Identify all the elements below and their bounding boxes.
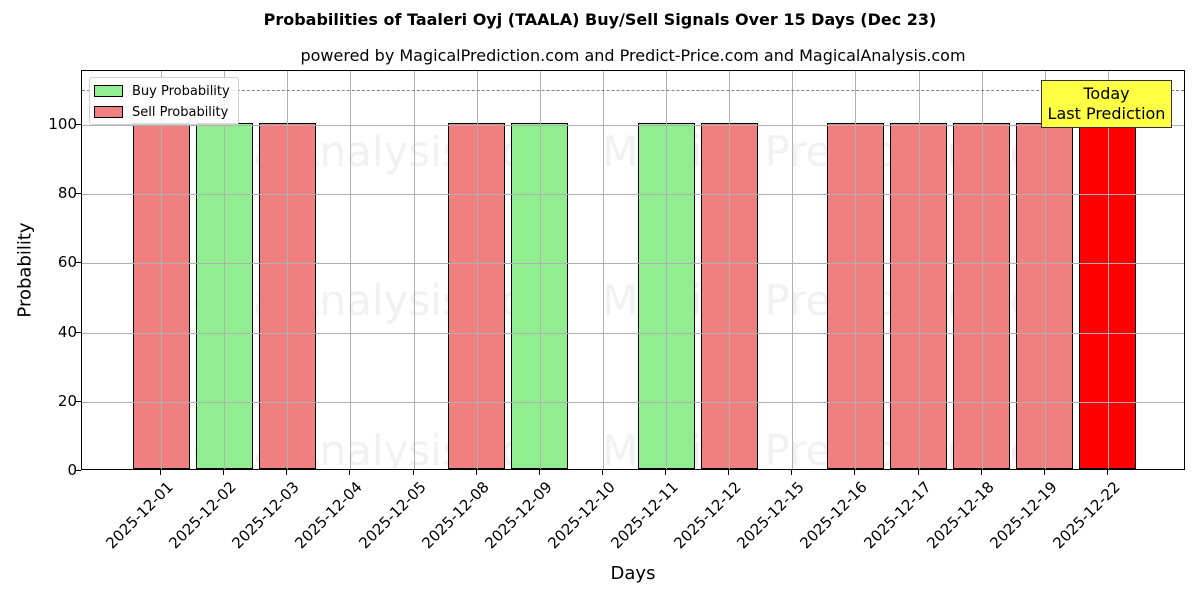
grid-line-vertical	[981, 71, 983, 469]
grid-line-horizontal	[82, 263, 1184, 265]
legend-item-sell: Sell Probability	[94, 104, 228, 120]
x-tick-mark	[538, 470, 540, 475]
x-tick-mark	[917, 470, 919, 475]
x-axis-label: Days	[610, 563, 656, 584]
x-tick-label: 2025-12-09	[481, 478, 556, 553]
grid-line-vertical	[287, 71, 289, 469]
grid-line-horizontal	[82, 194, 1184, 196]
x-tick-label: 2025-12-11	[607, 478, 682, 553]
y-tick-label: 80	[57, 184, 77, 203]
x-tick-label: 2025-12-04	[291, 478, 367, 553]
grid-line-vertical	[224, 71, 226, 469]
grid-line-vertical	[476, 71, 478, 469]
x-tick-label: 2025-12-19	[986, 478, 1061, 553]
x-tick-mark	[728, 470, 730, 475]
y-tick-label: 60	[57, 253, 77, 272]
grid-line-horizontal	[82, 401, 1184, 403]
legend: Buy Probability Sell Probability	[89, 77, 239, 125]
grid-line-vertical	[602, 71, 604, 469]
y-axis-label: Probability	[14, 222, 36, 318]
x-tick-mark	[665, 470, 667, 475]
x-tick-mark	[160, 470, 161, 475]
legend-item-buy: Buy Probability	[94, 83, 230, 99]
x-tick-label: 2025-12-15	[733, 478, 809, 553]
chart-title: Probabilities of Taaleri Oyj (TAALA) Buy…	[263, 10, 937, 29]
x-tick-label: 2025-12-02	[165, 478, 240, 553]
legend-label-sell: Sell Probability	[132, 104, 229, 120]
y-tick-mark	[76, 123, 81, 125]
legend-label-buy: Buy Probability	[132, 83, 230, 99]
x-tick-label: 2025-12-16	[796, 478, 872, 553]
y-tick-mark	[76, 193, 81, 195]
grid-line-vertical	[666, 71, 668, 469]
plot-area: MagicalAnalysis.com Magica Prediction.co…	[81, 70, 1185, 470]
threshold-line	[82, 90, 1184, 92]
grid-line-vertical	[413, 71, 415, 469]
grid-line-horizontal	[82, 332, 1184, 334]
x-tick-mark	[1106, 470, 1108, 475]
x-tick-mark	[854, 470, 856, 475]
x-tick-mark	[349, 470, 351, 475]
grid-line-horizontal	[82, 124, 1184, 126]
y-tick-label: 20	[57, 391, 77, 410]
x-tick-mark	[475, 470, 477, 475]
legend-swatch-sell	[94, 106, 123, 118]
grid-line-vertical	[539, 71, 541, 469]
grid-line-vertical	[350, 71, 352, 469]
x-tick-label: 2025-12-10	[544, 478, 619, 553]
x-tick-label: 2025-12-18	[923, 478, 998, 553]
grid-line-vertical	[855, 71, 857, 469]
x-tick-mark	[1043, 470, 1045, 475]
x-tick-mark	[223, 470, 225, 475]
x-tick-mark	[286, 470, 288, 475]
grid-line-vertical	[918, 71, 920, 469]
legend-swatch-buy	[94, 85, 123, 97]
today-annotation: Today Last Prediction	[1041, 80, 1172, 128]
x-tick-label: 2025-12-01	[102, 478, 177, 553]
x-tick-mark	[980, 470, 982, 475]
x-tick-label: 2025-12-22	[1049, 478, 1124, 553]
grid-line-vertical	[1107, 71, 1109, 469]
x-tick-mark	[412, 470, 414, 475]
y-tick-label: 40	[57, 322, 77, 341]
x-tick-mark	[601, 470, 603, 475]
y-tick-mark	[76, 262, 81, 264]
x-tick-label: 2025-12-12	[670, 478, 745, 553]
y-tick-mark	[76, 470, 81, 471]
chart-subtitle: powered by MagicalPrediction.com and Pre…	[300, 46, 966, 65]
last-prediction-label: Last Prediction	[1047, 104, 1166, 123]
y-tick-label: 100	[48, 114, 77, 133]
y-tick-mark	[76, 331, 81, 333]
today-label: Today	[1083, 84, 1130, 103]
grid-line-vertical	[161, 71, 162, 469]
x-tick-label: 2025-12-05	[354, 478, 430, 553]
y-tick-label: 0	[67, 461, 77, 479]
grid-line-vertical	[729, 71, 731, 469]
x-tick-label: 2025-12-17	[859, 478, 935, 553]
x-tick-label: 2025-12-03	[228, 478, 303, 553]
x-tick-mark	[791, 470, 793, 475]
grid-line-vertical	[792, 71, 794, 469]
grid-line-vertical	[1044, 71, 1046, 469]
y-tick-mark	[76, 400, 81, 402]
